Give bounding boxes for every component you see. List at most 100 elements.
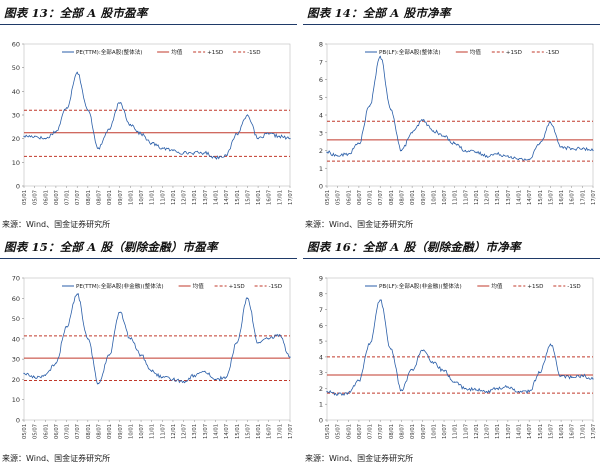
data-point [337,394,339,396]
data-point [214,378,217,381]
x-tick-label: 06/01 [346,190,352,205]
legend-label-mean: 均值 [171,48,183,56]
x-tick-label: 07/01 [65,190,71,205]
data-point [475,389,477,391]
x-tick-label: 15/07 [548,424,554,439]
y-tick-label: 0 [16,183,20,191]
data-point [236,342,238,344]
legend-label-mean: 均值 [193,282,205,290]
y-tick-label: 10 [12,159,20,167]
x-tick-label: 06/07 [357,190,363,205]
data-point [44,374,46,376]
y-tick-label: 0 [319,417,323,425]
data-point [172,378,174,381]
data-point [204,370,206,372]
x-tick-label: 14/01 [214,190,220,205]
chart-panel-pe-nonfin: 图表 15：全部 A 股（剔除金融）市盈率 0 10 20 30 40 50 60 70 05/… [0,234,297,468]
title-rule [303,24,600,25]
y-tick-label: 20 [12,135,20,143]
data-point [432,362,434,364]
y-tick-label: 2 [319,385,323,393]
x-tick-label: 09/07 [118,190,124,205]
data-point [528,158,530,160]
legend-label-minus: -1SD [269,284,282,290]
data-point [326,391,328,393]
x-tick-label: 16/07 [570,190,576,205]
data-point [379,299,381,301]
x-tick-label: 12/01 [474,424,480,439]
x-tick-label: 05/01 [325,190,331,205]
data-point [193,152,195,154]
legend: PB(LF):全部A股(非金融)(整体法) 均值 +1SD -1SD [365,282,581,290]
legend-label-minus: -1SD [567,284,580,290]
x-tick-label: 14/01 [214,424,220,439]
y-tick-label: 10 [12,396,20,404]
x-tick-label: 13/07 [203,190,209,205]
x-tick-label: 05/01 [22,424,28,439]
x-tick-label: 17/01 [580,190,586,205]
x-tick-label: 14/07 [527,190,533,205]
x-tick-label: 09/01 [410,424,416,439]
data-point [549,343,552,345]
data-point [496,153,498,155]
data-point [268,133,270,135]
y-tick-label: 0 [16,417,20,425]
x-tick-label: 17/07 [591,424,597,439]
y-tick-label: 2 [319,147,323,155]
x-tick-label: 14/01 [517,424,523,439]
x-tick-label: 14/07 [224,190,230,205]
chart-title: 图表 15：全部 A 股（剔除金融）市盈率 [4,240,218,254]
x-tick-label: 15/01 [235,190,241,205]
x-tick-label: 07/07 [378,424,384,439]
data-point [454,142,456,144]
data-point [225,376,227,378]
x-tick-label: 16/07 [267,190,273,205]
y-tick-label: 30 [12,356,20,364]
legend-label-plus: +1SD [207,50,223,56]
x-tick-label: 05/07 [336,190,342,205]
legend: PB(LF):全部A股(整体法) 均值 +1SD -1SD [365,48,559,56]
x-tick-label: 14/01 [517,190,523,205]
series-line [326,55,594,161]
data-point [539,372,541,374]
legend-label-mean: 均值 [470,48,482,56]
x-tick-label: 06/01 [43,190,49,205]
data-point [76,293,78,295]
data-point [581,148,583,150]
legend-label-series: PB(LF):全部A股(整体法) [379,48,441,56]
data-point [76,71,78,73]
x-tick-label: 12/01 [474,190,480,205]
data-point [55,362,57,364]
data-point [507,155,509,157]
data-point [87,109,89,111]
data-point [507,386,509,388]
data-point [129,338,131,340]
plot-frame [23,277,291,421]
y-tick-label: 7 [319,58,323,66]
data-point [87,338,89,340]
x-tick-label: 16/01 [256,424,262,439]
legend: PE(TTM):全部A股(非金融)(整体法) 均值 +1SD -1SD [62,282,282,290]
x-tick-label: 05/07 [33,424,39,439]
data-point [108,128,110,130]
y-tick-label: 1 [319,401,323,409]
x-tick-label: 06/01 [43,424,49,439]
y-tick-label: 60 [12,295,20,303]
data-point [390,348,392,350]
data-point [539,142,541,144]
plot-frame [23,43,291,187]
x-tick-label: 07/01 [65,424,71,439]
legend-label-plus: +1SD [506,50,522,56]
series-line [326,299,594,396]
y-tick-label: 5 [319,94,323,102]
data-point [193,374,195,376]
data-point [34,376,36,378]
x-tick-label: 13/01 [192,190,198,205]
data-point [172,149,174,152]
chart-pe-all: 0 10 20 30 40 50 60 05/01 05/07 06/01 06/07 07/01 07… [12,41,294,205]
legend-label-minus: -1SD [247,50,260,56]
data-point [278,334,280,336]
data-point [257,138,259,140]
data-point [454,381,456,383]
x-tick-label: 17/07 [288,190,294,205]
